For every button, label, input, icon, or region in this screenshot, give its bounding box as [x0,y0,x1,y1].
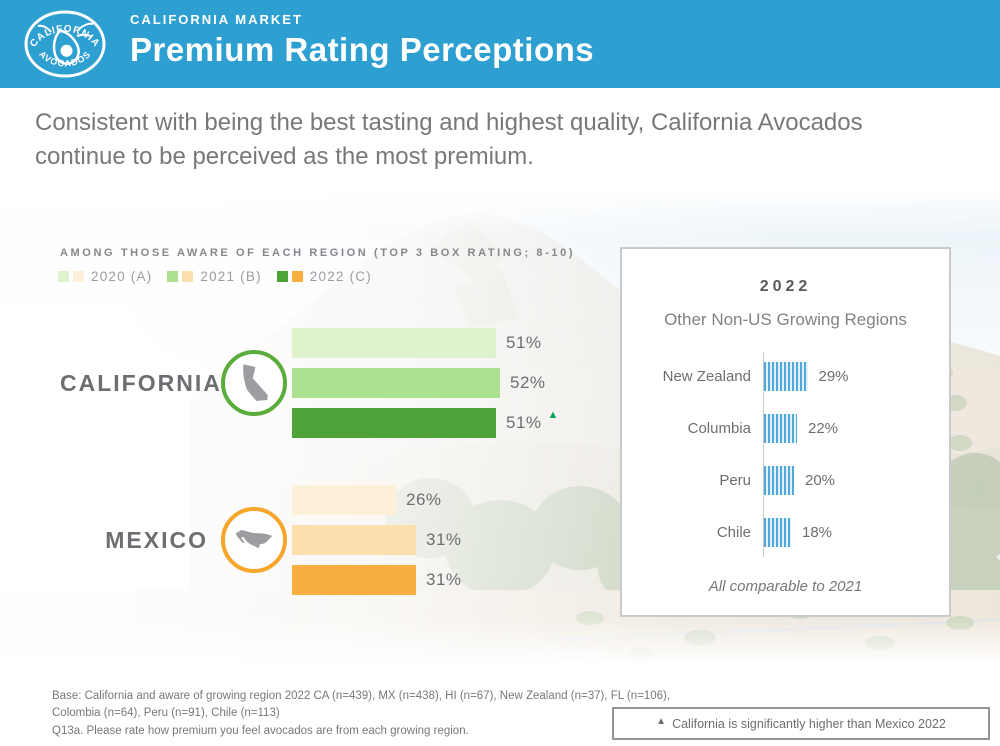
mini-row-columbia: Columbia 22% [622,414,949,443]
footer-base-line2: Colombia (n=64), Peru (n=91), Chile (n=1… [52,707,280,720]
mini-chart-rows: New Zealand 29% Columbia 22% Peru 20% Chile 18% [622,362,949,547]
card-year: 2022 [759,278,812,295]
mini-row-peru: Peru 20% [622,466,949,495]
bar-value: 51% [506,413,542,432]
bar-california-2020 [292,328,496,358]
other-regions-card: 2022 Other Non-US Growing Regions New Ze… [620,247,951,617]
california-bars: 51% 52% 51% ▲ [292,328,558,438]
group-label-california: CALIFORNIA [60,369,222,396]
card-footnote: All comparable to 2021 [708,578,863,595]
mini-chart-axis [763,352,764,557]
bar-value: 51% [506,333,542,352]
bar-mexico-2022 [292,565,416,595]
legend-label: 2022 (C) [309,269,372,284]
bar-row-california-2021: 52% [292,368,558,398]
mini-chart: New Zealand 29% Columbia 22% Peru 20% Chile 18% [622,352,949,557]
bar-row-mexico-2022: 31% [292,565,462,595]
california-bar-group: CALIFORNIA 51% 52% 51% ▲ [60,328,558,438]
bar-row-california-2022: 51% ▲ [292,408,558,438]
mini-row-value: 18% [802,524,833,541]
mini-row-label: New Zealand [662,368,751,385]
mexico-bars: 26% 31% 31% [292,485,462,595]
mini-row-bar [764,414,797,443]
mini-row-label: Peru [719,472,751,489]
legend-item: 2020 (A) [58,269,152,284]
legend-label: 2020 (A) [91,269,153,284]
mini-row-chile: Chile 18% [622,518,949,547]
california-state-icon [221,350,287,416]
header-bar: CALIFORNIA AVOCADOS CALIFORNIA MARKET Pr… [0,0,1000,88]
legend-swatch-orange [291,271,303,282]
mini-row-new-zealand: New Zealand 29% [622,362,949,391]
california-avocados-logo: CALIFORNIA AVOCADOS [24,10,106,78]
mini-row-bar [764,362,808,391]
page-title: Premium Rating Perceptions [130,31,595,68]
mexico-state-icon [221,507,287,573]
bar-row-california-2020: 51% [292,328,558,358]
legend-item: 2021 (B) [167,269,261,284]
bar-value: 31% [426,570,462,589]
bar-value: 52% [510,373,546,392]
legend-item: 2022 (C) [276,269,372,284]
mini-row-label: Chile [716,524,751,541]
significance-note-text: California is significantly higher than … [672,716,946,731]
mini-row-value: 20% [805,472,836,489]
significance-triangle-icon: ▲ [547,409,559,421]
bar-california-2022 [292,408,496,438]
mini-row-bar [764,466,794,495]
significance-triangle-icon: ▲ [656,715,667,727]
chart-legend: 2020 (A) 2021 (B) 2022 (C) [58,269,372,284]
bar-mexico-2020 [292,485,396,515]
bar-california-2021 [292,368,500,398]
bar-value: 31% [426,530,462,549]
mini-row-bar [764,518,791,547]
legend-swatch-green [276,271,288,282]
bar-value: 26% [406,490,442,509]
slide-subtitle: Consistent with being the best tasting a… [35,109,863,171]
header-eyebrow: CALIFORNIA MARKET [130,12,303,27]
legend-swatch-orange [73,271,84,282]
legend-swatch-orange [182,271,194,282]
mini-row-value: 29% [818,368,849,385]
significance-note-box: ▲ California is significantly higher tha… [612,707,990,740]
avocado-icon [52,29,80,65]
group-label-mexico: MEXICO [105,526,208,553]
legend-label: 2021 (B) [200,269,262,284]
footer-base-line1: Base: California and aware of growing re… [52,690,671,702]
bar-row-mexico-2021: 31% [292,525,462,555]
bar-row-mexico-2020: 26% [292,485,462,515]
legend-swatch-green [58,271,69,282]
mexico-bar-group: MEXICO 26% 31% 31% [60,485,462,595]
legend-swatch-green [167,271,179,282]
footer-question: Q13a. Please rate how premium you feel a… [52,724,469,737]
card-subtitle: Other Non-US Growing Regions [664,310,907,329]
chart-heading: AMONG THOSE AWARE OF EACH REGION (TOP 3 … [60,247,576,259]
bar-mexico-2021 [292,525,416,555]
mini-row-label: Columbia [687,420,751,437]
footer-base-text: Base: California and aware of growing re… [52,688,670,740]
mini-row-value: 22% [808,420,839,437]
